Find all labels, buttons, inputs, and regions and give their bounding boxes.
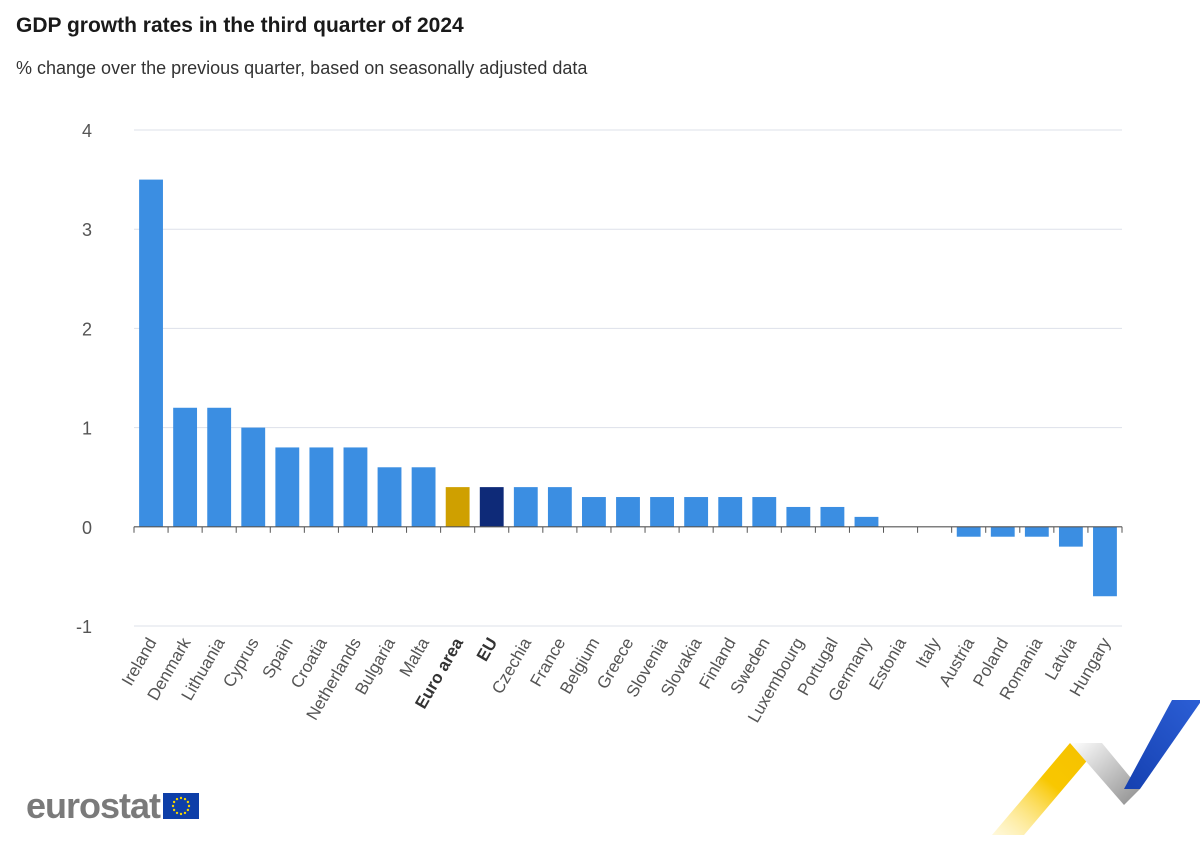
- eu-flag-icon: [163, 793, 200, 819]
- y-tick-label: 3: [82, 220, 92, 240]
- gridlines: [134, 129, 1122, 627]
- y-tick-label: -1: [76, 617, 92, 637]
- ribbon-yellow: [992, 743, 1102, 835]
- bar-sweden: [752, 497, 777, 527]
- y-tick-label: 1: [82, 419, 92, 439]
- chart-subtitle: % change over the previous quarter, base…: [16, 58, 588, 78]
- bar-netherlands: [343, 447, 368, 527]
- bar-slovakia: [684, 497, 709, 527]
- chart-title: GDP growth rates in the third quarter of…: [16, 14, 464, 37]
- bar-poland: [990, 526, 1015, 537]
- bar-romania: [1024, 526, 1049, 537]
- bar-germany: [854, 516, 879, 527]
- bar-finland: [718, 497, 743, 527]
- bar-bulgaria: [377, 467, 402, 527]
- bar-austria: [956, 526, 981, 537]
- ribbon-grey: [1070, 743, 1140, 805]
- bar-denmark: [173, 407, 198, 527]
- y-tick-label: 2: [82, 319, 92, 339]
- bar-latvia: [1058, 526, 1083, 547]
- y-tick-label: 0: [82, 518, 92, 538]
- bar-france: [547, 487, 572, 527]
- bar-spain: [275, 447, 300, 527]
- bar-euro-area: [445, 487, 470, 527]
- bar-chart: 4 3 2 1 0 -1 IrelandDenmarkLithuaniaCyprusSpa…: [76, 121, 1123, 726]
- bar-luxembourg: [786, 506, 811, 527]
- logo-text: eurostat: [26, 785, 161, 826]
- bar-ireland: [139, 179, 163, 527]
- bars: [139, 179, 1117, 597]
- y-axis-ticks: 4 3 2 1 0 -1: [76, 121, 92, 637]
- bar-greece: [616, 497, 640, 527]
- bar-lithuania: [207, 407, 232, 527]
- decorative-ribbon-graphic: [992, 700, 1200, 835]
- bar-slovenia: [650, 497, 674, 527]
- bar-czechia: [513, 487, 538, 527]
- y-tick-label: 4: [82, 121, 92, 141]
- bar-belgium: [582, 497, 606, 527]
- bar-malta: [411, 467, 436, 527]
- x-axis-labels: IrelandDenmarkLithuaniaCyprusSpainCroati…: [118, 634, 1115, 726]
- bar-croatia: [309, 447, 334, 527]
- bar-eu: [479, 487, 504, 527]
- x-tick-label: EU: [473, 635, 501, 665]
- bar-hungary: [1093, 526, 1117, 597]
- eurostat-logo: eurostat: [26, 785, 200, 826]
- x-axis: [133, 526, 1123, 533]
- ribbon-blue: [1124, 700, 1200, 789]
- x-tick-label: Italy: [912, 634, 944, 671]
- bar-portugal: [820, 506, 845, 527]
- bar-cyprus: [241, 427, 266, 527]
